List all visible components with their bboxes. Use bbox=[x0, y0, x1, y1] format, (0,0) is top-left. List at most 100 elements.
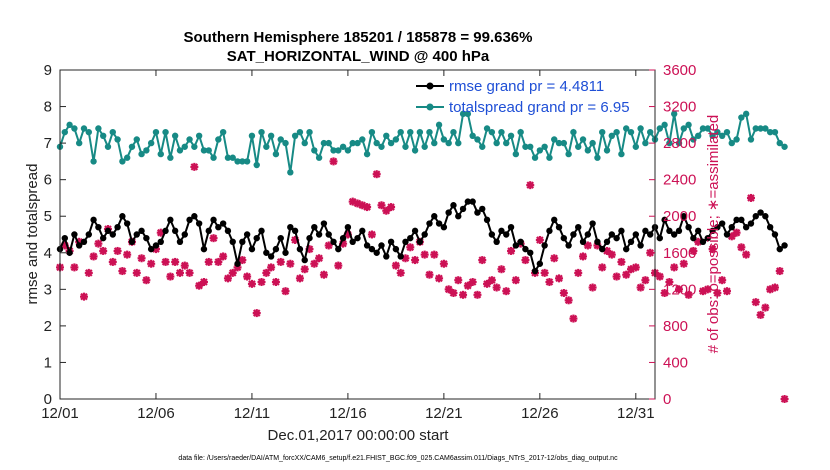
rmse-point bbox=[421, 231, 428, 238]
x-tick-label: 12/16 bbox=[329, 405, 367, 422]
rmse-point bbox=[647, 231, 654, 238]
chart-title-line1: Southern Hemisphere 185201 / 185878 = 99… bbox=[184, 29, 533, 46]
rmse-point bbox=[296, 245, 304, 253]
rmse-point bbox=[239, 238, 246, 246]
totalspread-point bbox=[128, 143, 136, 150]
obs-point bbox=[780, 395, 789, 403]
totalspread-point bbox=[555, 139, 563, 147]
left-tick-label: 7 bbox=[44, 135, 52, 152]
totalspread-point bbox=[546, 154, 553, 161]
obs-point bbox=[118, 267, 127, 276]
rmse-point bbox=[666, 227, 673, 235]
obs-point bbox=[454, 276, 463, 285]
totalspread-point bbox=[335, 147, 342, 154]
totalspread-point bbox=[176, 147, 184, 154]
rmse-point bbox=[95, 223, 102, 231]
totalspread-point bbox=[747, 136, 755, 143]
rmse-point bbox=[104, 227, 112, 235]
obs-point bbox=[372, 170, 381, 179]
rmse-point bbox=[320, 220, 328, 227]
left-tick-label: 1 bbox=[44, 354, 52, 371]
right-tick-label: 1200 bbox=[663, 281, 696, 298]
totalspread-point bbox=[704, 125, 711, 132]
totalspread-point bbox=[205, 147, 212, 154]
rmse-point bbox=[699, 238, 707, 246]
rmse-point bbox=[143, 234, 150, 242]
totalspread-point bbox=[738, 114, 745, 121]
rmse-point bbox=[287, 223, 294, 231]
obs-point bbox=[214, 257, 223, 266]
rmse-point bbox=[267, 253, 275, 260]
rmse-point bbox=[690, 234, 697, 242]
rmse-point bbox=[66, 249, 73, 256]
totalspread-point bbox=[383, 132, 390, 139]
x-tick-label: 12/31 bbox=[617, 405, 655, 422]
rmse-point bbox=[191, 213, 198, 220]
totalspread-point bbox=[781, 143, 788, 150]
rmse-point bbox=[527, 249, 534, 256]
obs-point bbox=[99, 246, 108, 255]
rmse-point bbox=[570, 231, 577, 238]
totalspread-point bbox=[464, 110, 472, 118]
totalspread-point bbox=[61, 128, 68, 136]
rmse-point bbox=[195, 220, 203, 227]
left-tick-label: 3 bbox=[44, 281, 52, 298]
x-axis-label: Dec.01,2017 00:00:00 start bbox=[268, 427, 450, 444]
right-tick-label: 0 bbox=[663, 391, 671, 408]
left-tick-label: 4 bbox=[44, 245, 52, 262]
rmse-point bbox=[752, 213, 759, 220]
totalspread-point bbox=[397, 128, 404, 136]
totalspread-point bbox=[776, 139, 783, 147]
rmse-point bbox=[440, 223, 448, 231]
totalspread-point bbox=[152, 128, 160, 136]
obs-point bbox=[579, 252, 588, 261]
totalspread-point bbox=[114, 136, 121, 143]
obs-point bbox=[674, 285, 683, 294]
rmse-point bbox=[589, 220, 596, 227]
rmse-point bbox=[291, 227, 299, 235]
rmse-point bbox=[565, 242, 572, 249]
rmse-point bbox=[162, 227, 169, 235]
rmse-point bbox=[378, 242, 385, 249]
totalspread-point bbox=[282, 139, 289, 147]
rmse-point bbox=[536, 260, 544, 267]
rmse-point bbox=[483, 216, 491, 224]
obs-point bbox=[449, 288, 458, 297]
totalspread-point bbox=[527, 143, 534, 150]
rmse-point bbox=[392, 245, 400, 253]
rmse-point bbox=[670, 231, 678, 238]
rmse-point bbox=[503, 231, 510, 238]
rmse-point bbox=[157, 238, 164, 246]
x-tick-label: 12/21 bbox=[425, 405, 463, 422]
obs-point bbox=[617, 257, 626, 266]
obs-point bbox=[257, 278, 266, 287]
rmse-point bbox=[330, 238, 337, 246]
totalspread-point bbox=[670, 110, 678, 118]
totalspread-point bbox=[239, 158, 246, 165]
totalspread-point bbox=[714, 128, 721, 136]
totalspread-point bbox=[224, 154, 232, 161]
rmse-point bbox=[551, 216, 558, 224]
totalspread-point bbox=[426, 128, 433, 136]
rmse-point bbox=[675, 227, 683, 235]
left-tick-label: 0 bbox=[44, 391, 52, 408]
rmse-point bbox=[642, 227, 649, 235]
totalspread-point bbox=[503, 139, 510, 147]
right-tick-label: 2400 bbox=[663, 172, 696, 189]
rmse-point bbox=[306, 234, 313, 242]
totalspread-point bbox=[186, 136, 193, 143]
totalspread-point bbox=[277, 136, 284, 143]
totalspread-point bbox=[474, 136, 481, 143]
rmse-point bbox=[479, 205, 486, 213]
rmse-point bbox=[99, 234, 107, 242]
totalspread-point bbox=[627, 128, 635, 136]
totalspread-point bbox=[234, 158, 241, 165]
rmse-point bbox=[493, 238, 500, 246]
obs-point bbox=[511, 276, 520, 285]
rmse-point bbox=[723, 231, 731, 238]
obs-point bbox=[310, 259, 319, 268]
obs-point bbox=[190, 162, 199, 171]
totalspread-point bbox=[440, 136, 448, 143]
rmse-point bbox=[714, 223, 721, 231]
obs-point bbox=[166, 272, 175, 281]
